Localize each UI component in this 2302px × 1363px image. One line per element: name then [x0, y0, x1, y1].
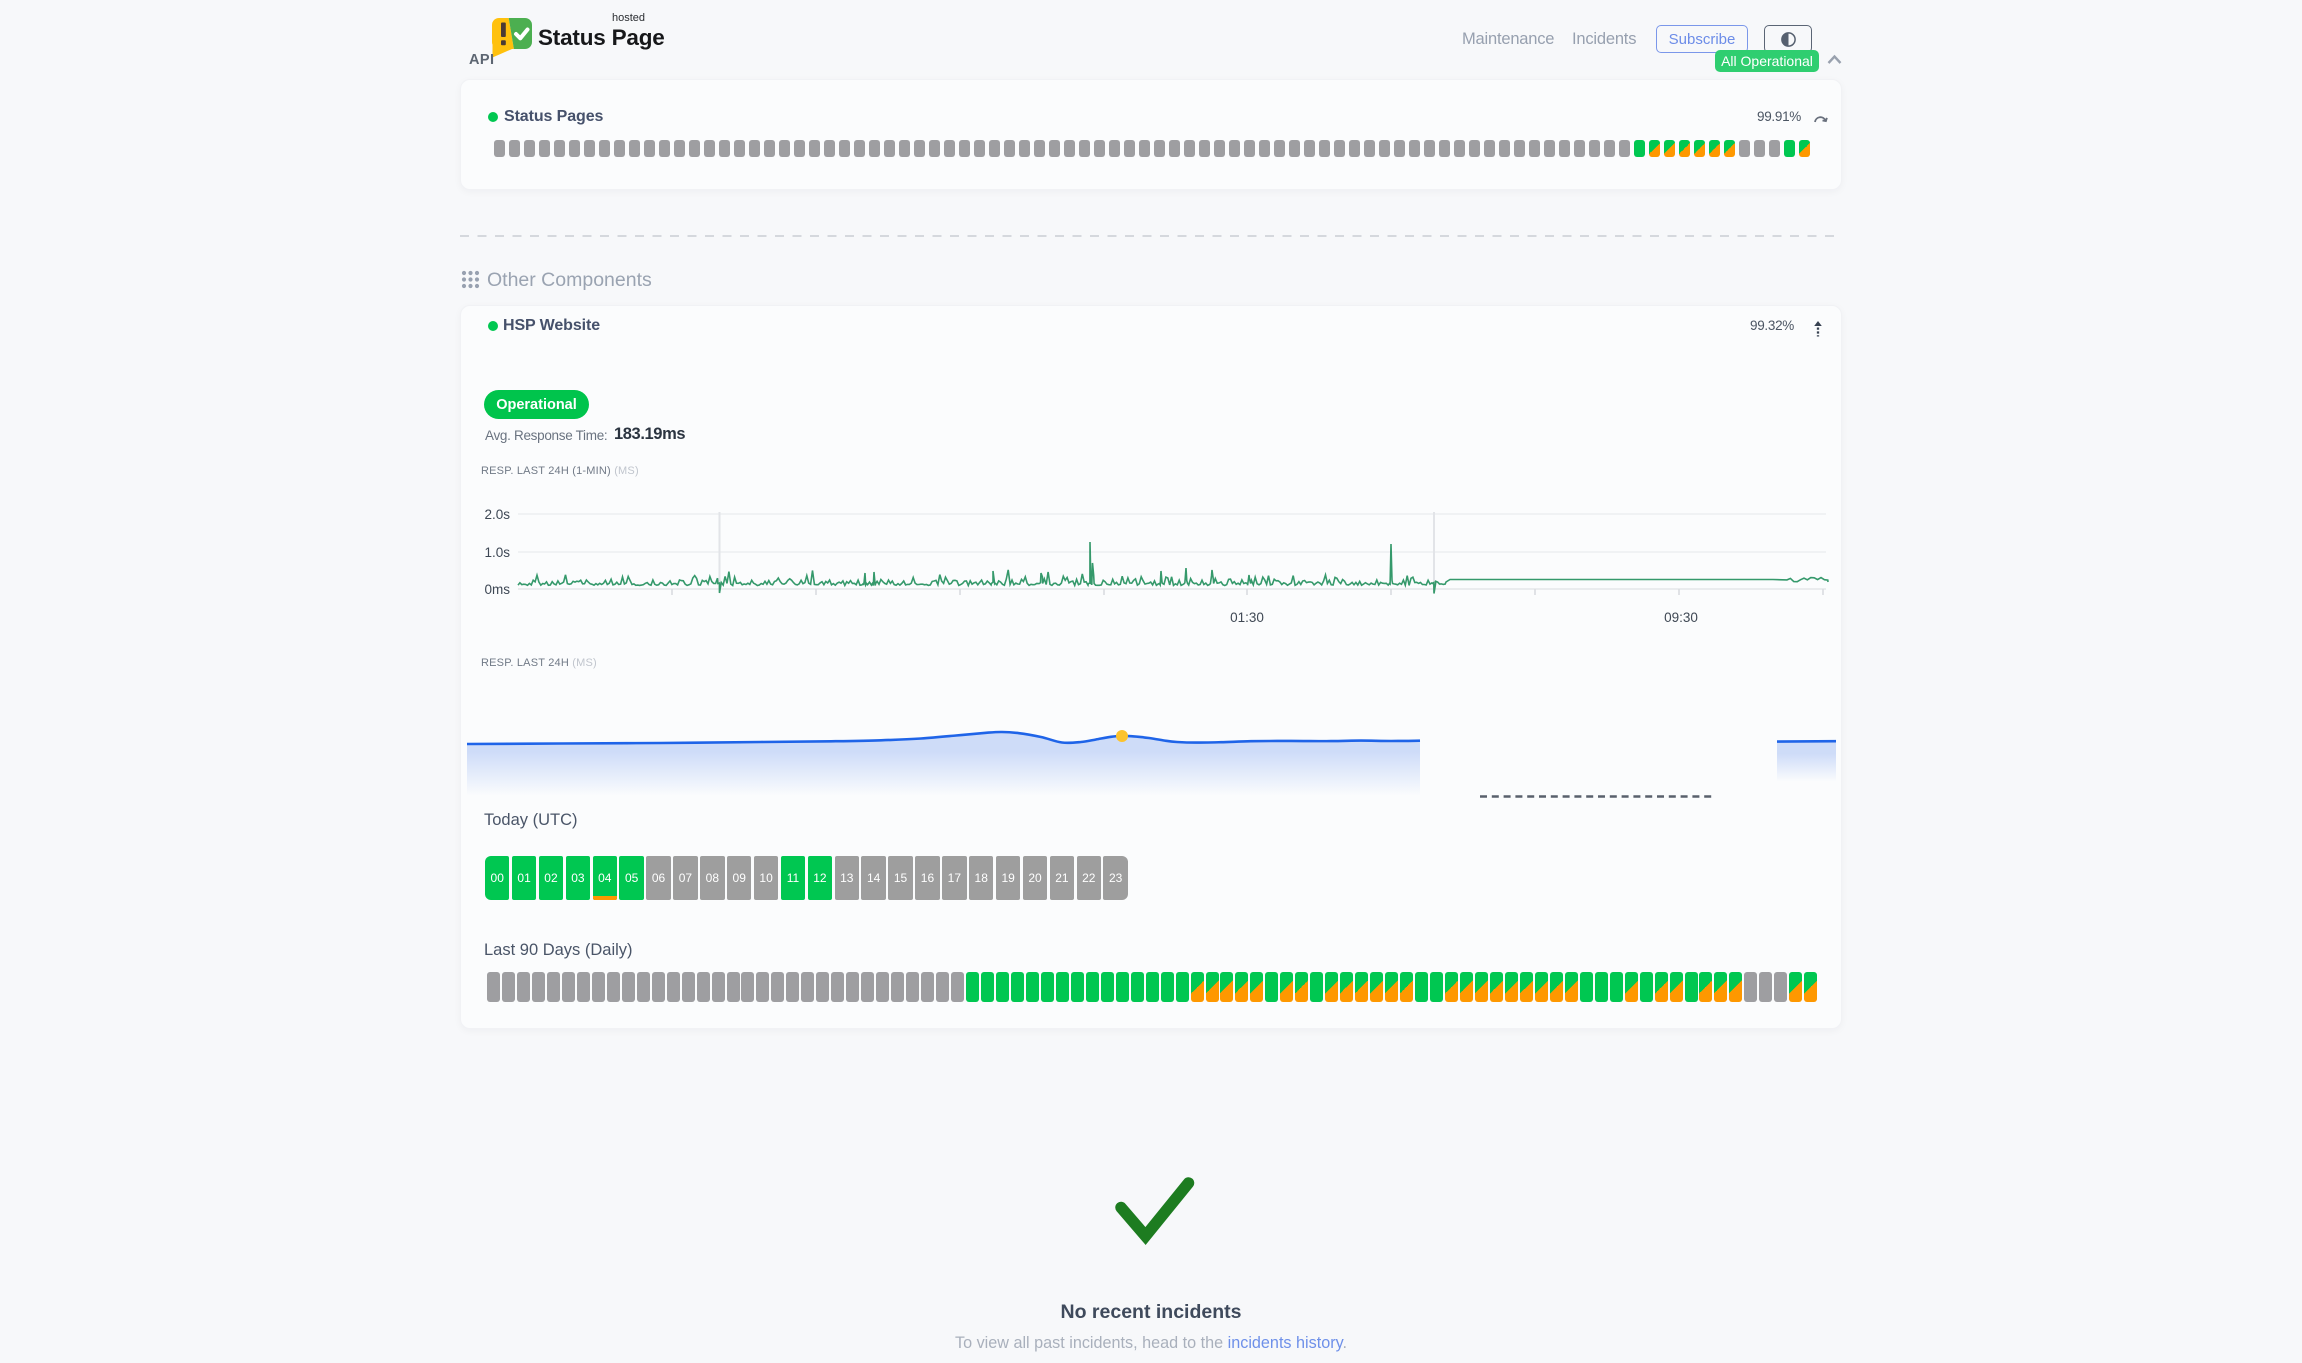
svg-text:0ms: 0ms [484, 582, 510, 597]
svg-text:09:30: 09:30 [1664, 610, 1698, 625]
svg-text:1.0s: 1.0s [484, 545, 510, 560]
svg-text:2.0s: 2.0s [484, 507, 510, 522]
svg-text:01:30: 01:30 [1230, 610, 1264, 625]
